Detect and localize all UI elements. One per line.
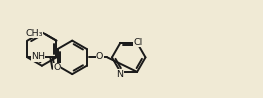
Text: O: O: [54, 63, 61, 72]
Text: Cl: Cl: [134, 38, 143, 47]
Text: O: O: [96, 52, 103, 61]
Text: CH₃: CH₃: [25, 29, 43, 38]
Text: N: N: [117, 70, 123, 79]
Text: NH: NH: [31, 52, 45, 61]
